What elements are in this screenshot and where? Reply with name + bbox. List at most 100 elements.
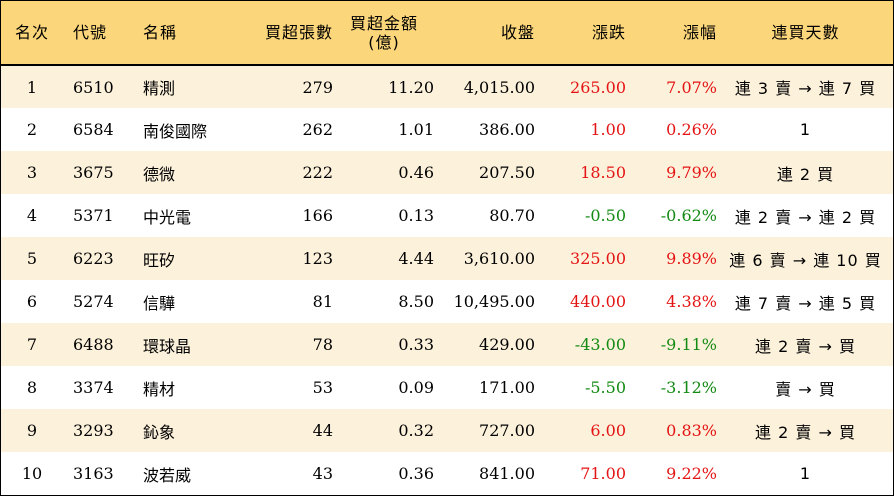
header-close: 收盤 xyxy=(435,1,536,66)
cell-close: 429.00 xyxy=(479,335,535,354)
cell-name: 德微 xyxy=(143,164,176,184)
table-row: 1 6510 精測 279 11.20 4,015.00 265.00 7.07… xyxy=(1,65,893,108)
cell-code: 3675 xyxy=(73,163,114,182)
table-row: 10 3163 波若威 43 0.36 841.00 71.00 9.22% 1 xyxy=(1,452,893,495)
cell-days: 連 7 賣 → 連 5 買 xyxy=(734,293,877,313)
cell-days: 連 6 賣 → 連 10 買 xyxy=(729,250,882,270)
cell-close: 4,015.00 xyxy=(463,77,535,97)
cell-change: 71.00 xyxy=(580,464,626,483)
cell-name: 信驊 xyxy=(143,293,176,313)
cell-days: 1 xyxy=(799,464,812,483)
cell-pct: 9.89% xyxy=(666,249,717,268)
cell-change: 1.00 xyxy=(590,120,626,139)
cell-days: 連 2 賣 → 買 xyxy=(755,336,856,356)
table-header: 名次 代號 名稱 買超張數 買超金額 (億) 收盤 漲跌 漲幅 連買天數 xyxy=(1,1,893,66)
cell-close: 207.50 xyxy=(479,163,535,182)
cell-change: 440.00 xyxy=(570,292,626,311)
cell-volume: 262 xyxy=(302,120,333,139)
cell-pct: 0.83% xyxy=(666,421,717,440)
cell-close: 727.00 xyxy=(479,421,535,440)
cell-code: 5371 xyxy=(73,206,114,225)
cell-name: 鈊象 xyxy=(143,422,176,442)
cell-volume: 43 xyxy=(312,464,333,483)
cell-name: 精材 xyxy=(143,379,176,399)
cell-volume: 123 xyxy=(302,249,333,268)
cell-volume: 279 xyxy=(302,77,333,97)
cell-name: 旺矽 xyxy=(143,250,176,270)
header-change: 漲跌 xyxy=(536,1,627,66)
header-volume: 買超張數 xyxy=(233,1,334,66)
cell-pct: 9.22% xyxy=(666,464,717,483)
cell-amount: 0.09 xyxy=(398,378,434,397)
cell-rank: 6 xyxy=(26,292,38,311)
cell-days: 1 xyxy=(799,120,812,139)
header-amount: 買超金額 (億) xyxy=(334,1,435,66)
header-amount-line2: (億) xyxy=(368,32,400,52)
cell-amount: 1.01 xyxy=(398,120,434,139)
cell-pct: 9.79% xyxy=(666,163,717,182)
cell-rank: 8 xyxy=(26,378,38,397)
cell-pct: -3.12% xyxy=(660,378,717,397)
cell-pct: 0.26% xyxy=(666,120,717,139)
table-row: 7 6488 環球晶 78 0.33 429.00 -43.00 -9.11% … xyxy=(1,323,893,366)
cell-days: 賣 → 買 xyxy=(775,379,836,399)
cell-days: 連 2 賣 → 連 2 買 xyxy=(734,207,877,227)
cell-name: 波若威 xyxy=(143,465,192,485)
cell-rank: 3 xyxy=(26,163,38,182)
cell-code: 5274 xyxy=(73,292,114,311)
cell-days: 連 3 賣 → 連 7 買 xyxy=(734,79,877,98)
header-amount-line1: 買超金額 xyxy=(349,13,418,33)
cell-name: 環球晶 xyxy=(143,336,192,356)
cell-days: 連 2 賣 → 買 xyxy=(755,422,856,442)
cell-volume: 222 xyxy=(302,163,333,182)
cell-close: 841.00 xyxy=(479,464,535,483)
cell-change: 325.00 xyxy=(570,249,626,268)
header-days: 連買天數 xyxy=(718,1,893,66)
table-row: 3 3675 德微 222 0.46 207.50 18.50 9.79% 連 … xyxy=(1,151,893,194)
cell-name: 精測 xyxy=(143,79,176,98)
cell-code: 3374 xyxy=(73,378,114,397)
cell-amount: 0.13 xyxy=(398,206,434,225)
cell-amount: 0.36 xyxy=(398,464,434,483)
cell-rank: 10 xyxy=(21,464,43,483)
cell-pct: -0.62% xyxy=(660,206,717,225)
cell-pct: 7.07% xyxy=(666,77,717,97)
cell-amount: 0.33 xyxy=(398,335,434,354)
cell-pct: 4.38% xyxy=(666,292,717,311)
table-row: 8 3374 精材 53 0.09 171.00 -5.50 -3.12% 賣 … xyxy=(1,366,893,409)
table-row: 5 6223 旺矽 123 4.44 3,610.00 325.00 9.89%… xyxy=(1,237,893,280)
header-code: 代號 xyxy=(63,1,143,66)
cell-amount: 0.46 xyxy=(398,163,434,182)
cell-volume: 78 xyxy=(312,335,333,354)
cell-change: 18.50 xyxy=(580,163,626,182)
cell-close: 3,610.00 xyxy=(463,249,535,268)
cell-change: -5.50 xyxy=(584,378,626,397)
cell-volume: 53 xyxy=(312,378,333,397)
cell-code: 6488 xyxy=(73,335,114,354)
cell-close: 10,495.00 xyxy=(453,292,535,311)
cell-amount: 8.50 xyxy=(398,292,434,311)
cell-days: 連 2 買 xyxy=(776,164,835,184)
cell-volume: 44 xyxy=(312,421,333,440)
cell-code: 6223 xyxy=(73,249,114,268)
table-row: 9 3293 鈊象 44 0.32 727.00 6.00 0.83% 連 2 … xyxy=(1,409,893,452)
cell-volume: 166 xyxy=(302,206,333,225)
cell-close: 171.00 xyxy=(479,378,535,397)
cell-change: -43.00 xyxy=(574,335,626,354)
table-body: 1 6510 精測 279 11.20 4,015.00 265.00 7.07… xyxy=(1,65,893,495)
cell-amount: 0.32 xyxy=(398,421,434,440)
cell-change: 6.00 xyxy=(590,421,626,440)
cell-pct: -9.11% xyxy=(660,335,717,354)
cell-rank: 1 xyxy=(26,77,38,97)
header-rank: 名次 xyxy=(1,1,63,66)
header-pct: 漲幅 xyxy=(627,1,718,66)
cell-rank: 7 xyxy=(26,335,38,354)
cell-code: 3293 xyxy=(73,421,114,440)
table-row: 4 5371 中光電 166 0.13 80.70 -0.50 -0.62% 連… xyxy=(1,194,893,237)
cell-amount: 4.44 xyxy=(398,249,434,268)
cell-close: 386.00 xyxy=(479,120,535,139)
cell-code: 3163 xyxy=(73,464,114,483)
cell-code: 6510 xyxy=(73,77,114,97)
cell-rank: 4 xyxy=(26,206,38,225)
